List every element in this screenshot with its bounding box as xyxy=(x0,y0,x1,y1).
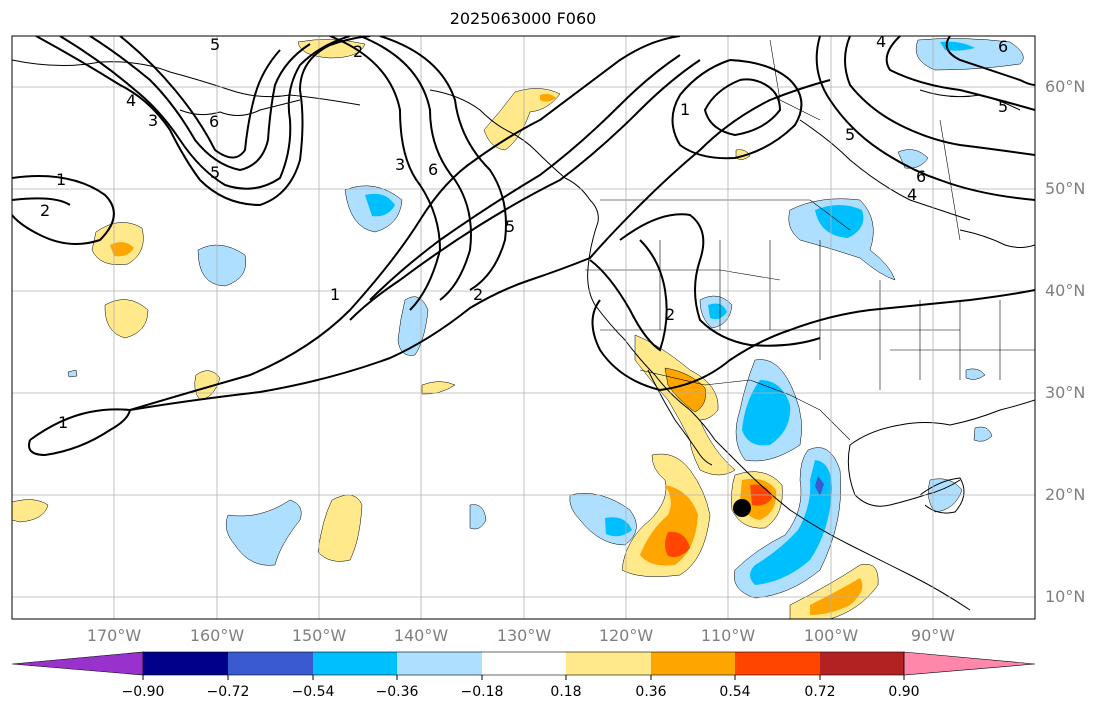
lon-label-130w: 130°W xyxy=(496,626,552,645)
colorbar-label-pos018: 0.18 xyxy=(550,684,582,700)
contour-label-5e: 5 xyxy=(998,97,1008,116)
colorbar-label-neg036: −0.36 xyxy=(375,684,419,700)
lon-label-100w: 100°W xyxy=(803,626,859,645)
contour-lines xyxy=(12,36,1035,457)
lat-label-30n: 30°N xyxy=(1045,383,1086,402)
contour-labels: 1 2 1 2 3 4 5 6 5 1 2 3 6 5 1 2 5 6 4 4 xyxy=(40,32,1008,432)
contour-label-5: 5 xyxy=(210,35,220,54)
lon-label-90w: 90°W xyxy=(910,626,956,645)
lat-label-50n: 50°N xyxy=(1045,179,1086,198)
contour-label-2b: 2 xyxy=(353,42,363,61)
lon-label-120w: 120°W xyxy=(598,626,654,645)
colorbar-bin-3 xyxy=(313,652,397,675)
colorbar-extend-low xyxy=(11,651,144,676)
colorbar-label-pos036: 0.36 xyxy=(635,684,667,700)
contour-label-2c: 2 xyxy=(473,285,483,304)
colorbar xyxy=(11,651,1036,680)
colorbar-label-neg072: −0.72 xyxy=(206,684,250,700)
colorbar-bin-4 xyxy=(397,652,482,675)
contour-label-6b: 6 xyxy=(428,160,438,179)
colorbar-label-neg018: −0.18 xyxy=(460,684,504,700)
contour-label-6d: 6 xyxy=(998,37,1008,56)
colorbar-bin-6 xyxy=(566,652,651,675)
map-title: 2025063000 F060 xyxy=(449,9,597,28)
contour-label-5c: 5 xyxy=(505,217,515,236)
lon-label-170w: 170°W xyxy=(86,626,142,645)
contour-label-2: 2 xyxy=(40,201,50,220)
contour-label-5b: 5 xyxy=(210,163,220,182)
contour-label-5d: 5 xyxy=(845,125,855,144)
graticule xyxy=(12,36,1035,619)
lat-label-20n: 20°N xyxy=(1045,485,1086,504)
contour-label-1: 1 xyxy=(56,170,66,189)
lat-label-10n: 10°N xyxy=(1045,587,1086,606)
lon-label-110w: 110°W xyxy=(700,626,756,645)
colorbar-bin-5 xyxy=(482,652,566,675)
contour-label-1b: 1 xyxy=(58,413,68,432)
colorbar-bin-9 xyxy=(820,652,904,675)
contour-label-4b: 4 xyxy=(907,185,917,204)
colorbar-label-neg090: −0.90 xyxy=(121,684,165,700)
lat-label-40n: 40°N xyxy=(1045,281,1086,300)
colorbar-extend-high xyxy=(903,651,1036,676)
negative-anomaly-areas xyxy=(67,38,1024,599)
colorbar-label-pos054: 0.54 xyxy=(719,684,751,700)
colorbar-bin-8 xyxy=(735,652,820,675)
contour-label-4c: 4 xyxy=(876,32,886,51)
colorbar-label-neg054: −0.54 xyxy=(291,684,335,700)
contour-label-1c: 1 xyxy=(330,285,340,304)
colorbar-label-pos072: 0.72 xyxy=(804,684,836,700)
colorbar-bin-7 xyxy=(651,652,735,675)
colorbar-bin-1 xyxy=(143,652,228,675)
map-frame xyxy=(11,35,1036,620)
storm-position-marker xyxy=(733,499,751,517)
lon-label-160w: 160°W xyxy=(189,626,245,645)
positive-anomaly-areas xyxy=(12,39,879,619)
lon-label-140w: 140°W xyxy=(393,626,449,645)
contour-label-6c: 6 xyxy=(916,167,926,186)
contour-label-3b: 3 xyxy=(395,155,405,174)
contour-label-2d: 2 xyxy=(665,305,675,324)
colorbar-label-pos090: 0.90 xyxy=(888,684,920,700)
contour-label-6: 6 xyxy=(209,112,219,131)
contour-label-3: 3 xyxy=(148,111,158,130)
lat-label-60n: 60°N xyxy=(1045,77,1086,96)
colorbar-bin-2 xyxy=(228,652,313,675)
contour-label-1d: 1 xyxy=(680,100,690,119)
contour-label-4: 4 xyxy=(126,91,136,110)
coastlines xyxy=(12,59,1035,611)
lon-label-150w: 150°W xyxy=(291,626,347,645)
